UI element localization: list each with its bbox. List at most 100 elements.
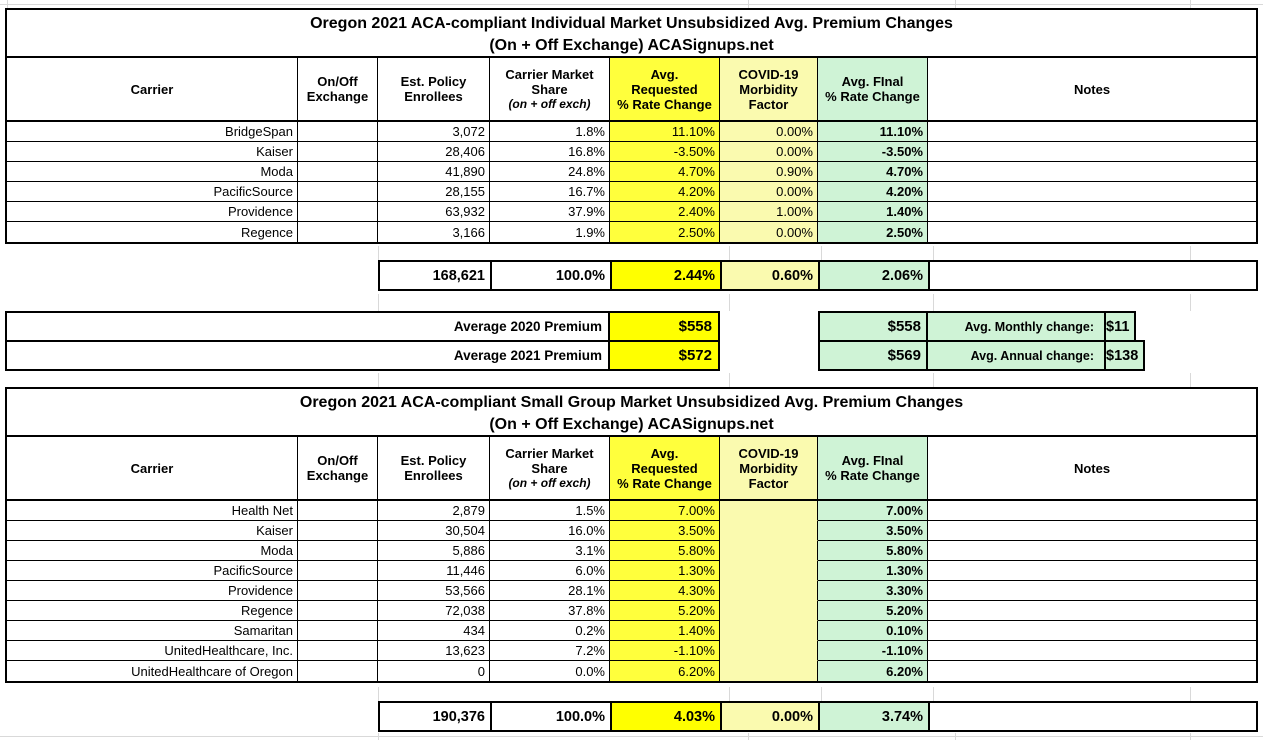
header-market-share: Carrier Market Share (on + off exch) (490, 437, 610, 501)
header-requested: Avg. Requested % Rate Change (610, 58, 720, 122)
carrier-cell: PacificSource (7, 561, 298, 581)
requested-cell: 4.30% (610, 581, 720, 601)
individual-totals-row: 168,621 100.0% 2.44% 0.60% 2.06% (378, 260, 1258, 291)
notes-cell (928, 641, 1256, 661)
notes-cell (928, 661, 1256, 681)
exchange-cell (298, 162, 378, 182)
gridline (933, 246, 934, 260)
notes-cell (928, 222, 1256, 242)
premium-label: Average 2020 Premium (453, 319, 602, 334)
notes-cell (928, 581, 1256, 601)
header-requested-l3: % Rate Change (617, 475, 712, 491)
individual-market-table: Oregon 2021 ACA-compliant Individual Mar… (5, 8, 1258, 244)
requested-cell: 1.30% (610, 561, 720, 581)
covid-cell: 0.00% (720, 122, 818, 142)
carrier-cell: Providence (7, 581, 298, 601)
premium-final-value: $569 (820, 342, 928, 369)
notes-cell (928, 202, 1256, 222)
notes-cell (928, 182, 1256, 202)
exchange-cell (298, 541, 378, 561)
gridline (378, 687, 379, 701)
totals-requested: 4.03% (612, 703, 722, 730)
gridline (1190, 687, 1191, 701)
share-cell: 24.8% (490, 162, 610, 182)
final-cell: -1.10% (818, 641, 928, 661)
carrier-cell: Health Net (7, 501, 298, 521)
enrollees-cell: 63,932 (378, 202, 490, 222)
carrier-cell: Providence (7, 202, 298, 222)
covid-cell (720, 601, 818, 621)
header-carrier: Carrier (7, 58, 298, 122)
premium-change-value: $138 (1106, 347, 1139, 364)
totals-notes (930, 703, 1256, 730)
enrollees-cell: 72,038 (378, 601, 490, 621)
header-final: Avg. FInal % Rate Change (818, 437, 928, 501)
notes-cell (928, 122, 1256, 142)
header-carrier: Carrier (7, 437, 298, 501)
premium-requested-value: $558 (608, 313, 718, 340)
requested-cell: 3.50% (610, 521, 720, 541)
carrier-cell: Kaiser (7, 142, 298, 162)
carrier-cell: PacificSource (7, 182, 298, 202)
header-covid: COVID-19 Morbidity Factor (720, 437, 818, 501)
header-covid: COVID-19 Morbidity Factor (720, 58, 818, 122)
header-enrollees: Est. Policy Enrollees (378, 58, 490, 122)
enrollees-cell: 13,623 (378, 641, 490, 661)
notes-cell (928, 521, 1256, 541)
notes-cell (928, 142, 1256, 162)
premium-gap (720, 311, 818, 342)
covid-cell: 0.00% (720, 182, 818, 202)
enrollees-cell: 30,504 (378, 521, 490, 541)
premium-label: Average 2021 Premium (453, 348, 602, 363)
header-covid-l3: Factor (748, 96, 789, 112)
gridline (1190, 0, 1191, 8)
gridline (729, 294, 730, 311)
small-group-market-table: Oregon 2021 ACA-compliant Small Group Ma… (5, 387, 1258, 683)
share-cell: 16.0% (490, 521, 610, 541)
totals-requested: 2.44% (612, 262, 722, 289)
gridline (933, 294, 934, 311)
header-market-share: Carrier Market Share (on + off exch) (490, 58, 610, 122)
share-cell: 6.0% (490, 561, 610, 581)
enrollees-cell: 28,155 (378, 182, 490, 202)
requested-cell: 5.80% (610, 541, 720, 561)
gridline (933, 687, 934, 701)
final-cell: 11.10% (818, 122, 928, 142)
covid-cell (720, 561, 818, 581)
carrier-cell: Moda (7, 162, 298, 182)
header-market-share-label: Carrier Market Share (505, 66, 594, 97)
header-final-l1: Avg. FInal (841, 74, 904, 89)
premium-requested-value: $572 (608, 342, 718, 369)
final-cell: 3.50% (818, 521, 928, 541)
header-requested-l2: Requested (631, 81, 698, 97)
exchange-cell (298, 122, 378, 142)
exchange-cell (298, 142, 378, 162)
gridline (955, 733, 956, 740)
enrollees-cell: 41,890 (378, 162, 490, 182)
final-cell: -3.50% (818, 142, 928, 162)
share-cell: 7.2% (490, 641, 610, 661)
premium-2021-row: Average 2021 Premium $572 $569 Avg. Annu… (5, 340, 1146, 371)
table-title: Oregon 2021 ACA-compliant Individual Mar… (7, 10, 1256, 58)
carrier-cell: Kaiser (7, 521, 298, 541)
notes-cell (928, 541, 1256, 561)
notes-cell (928, 561, 1256, 581)
header-notes: Notes (928, 437, 1256, 501)
premium-change-value: $11 (1106, 318, 1130, 335)
header-requested-l3: % Rate Change (617, 96, 712, 112)
gridline (821, 687, 822, 701)
share-cell: 0.2% (490, 621, 610, 641)
premium-final-value: $558 (820, 313, 928, 340)
carrier-cell: BridgeSpan (7, 122, 298, 142)
gridline (378, 373, 379, 387)
final-cell: 7.00% (818, 501, 928, 521)
gridline (378, 246, 379, 260)
header-exchange: On/Off Exchange (298, 58, 378, 122)
header-enrollees: Est. Policy Enrollees (378, 437, 490, 501)
gridline (1190, 733, 1191, 740)
header-covid-l1: COVID-19 (738, 445, 799, 461)
requested-cell: 11.10% (610, 122, 720, 142)
gridline (0, 736, 1263, 737)
table-title-line1: Oregon 2021 ACA-compliant Individual Mar… (310, 15, 953, 32)
share-cell: 37.8% (490, 601, 610, 621)
